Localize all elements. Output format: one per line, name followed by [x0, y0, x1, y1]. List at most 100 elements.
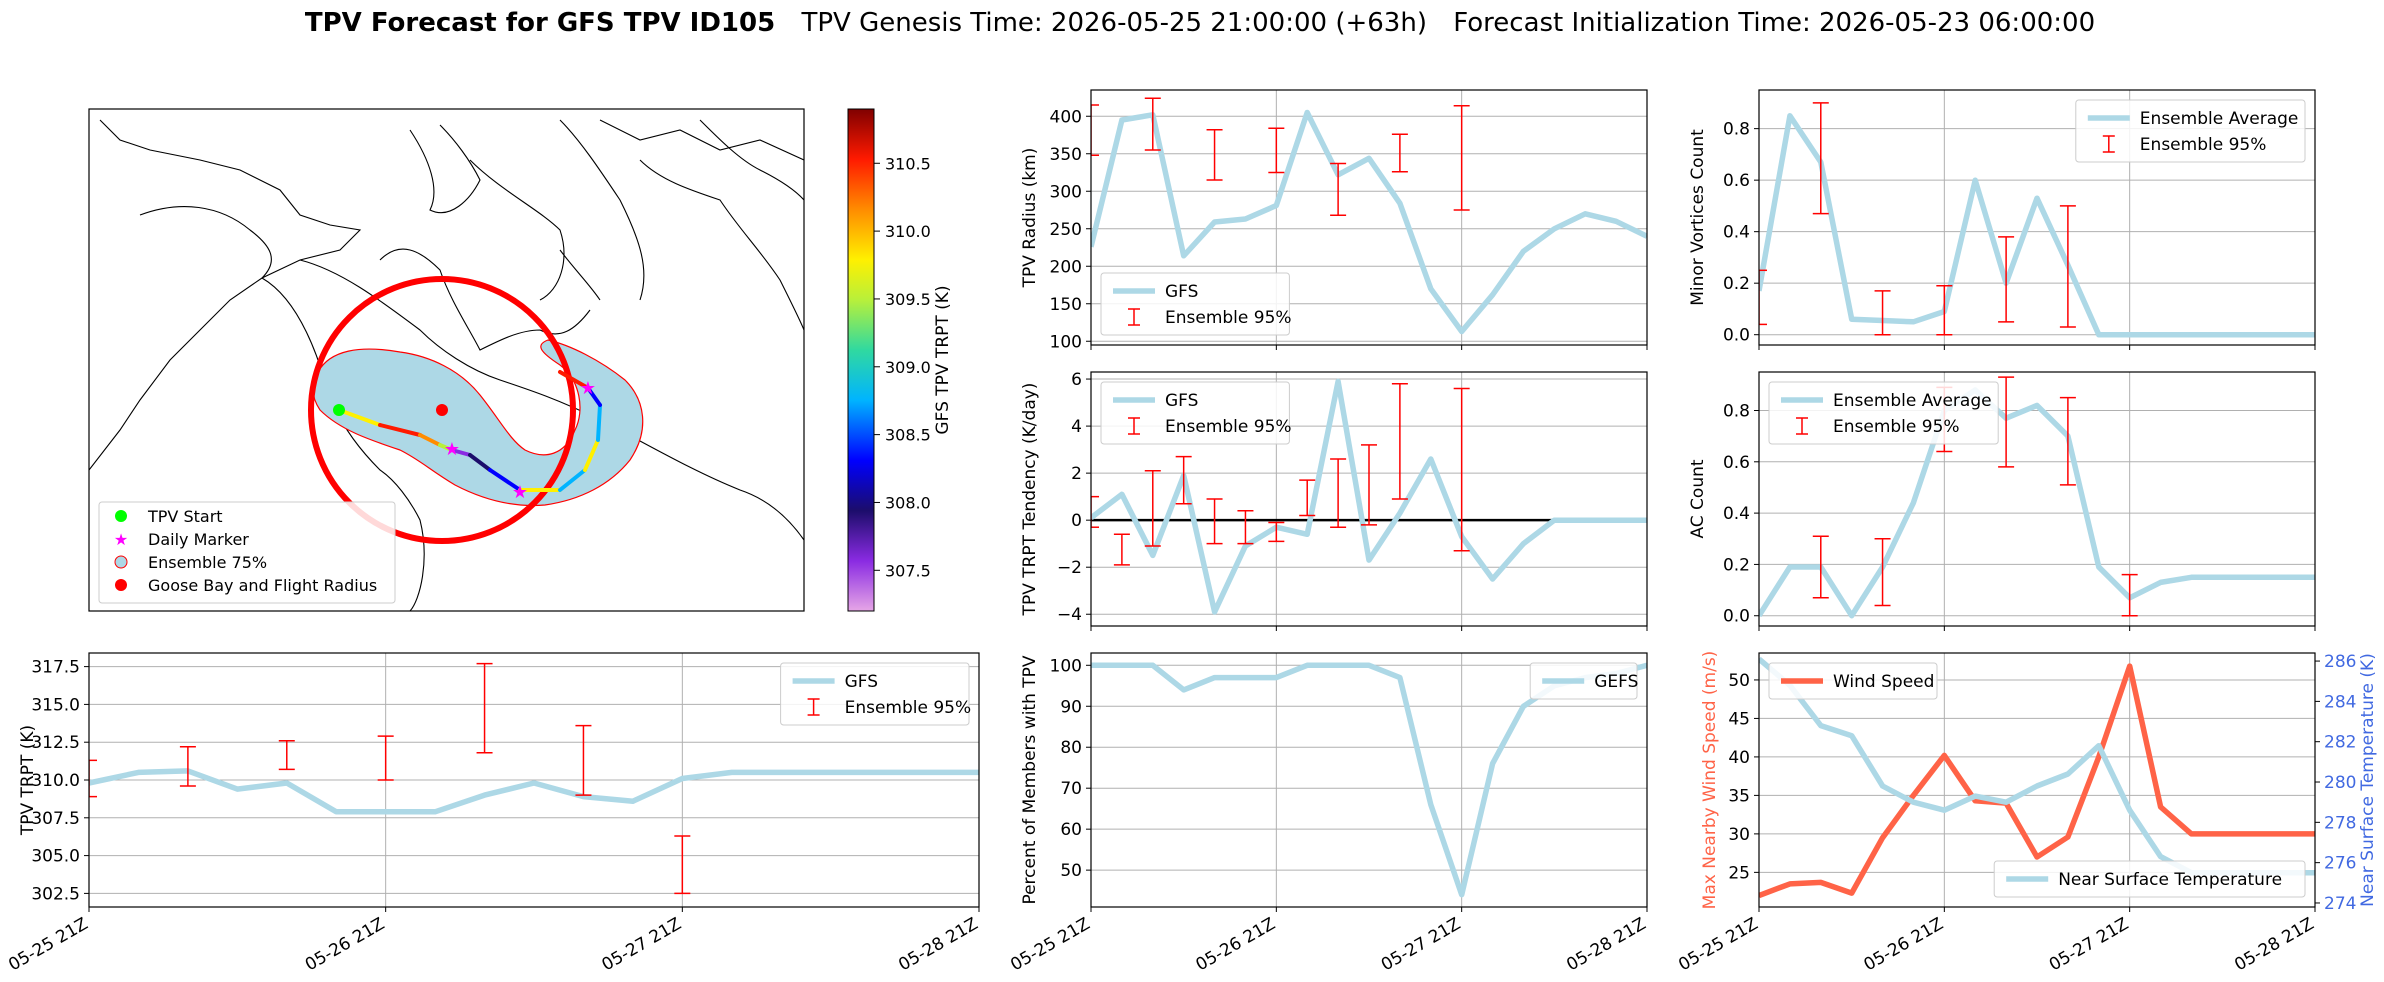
y-tick-label-right: 274	[2324, 894, 2356, 914]
y-tick-label: 80	[1060, 738, 1082, 758]
panel-frame	[1090, 652, 1648, 908]
legend-label: GFS	[845, 672, 878, 692]
y-tick-label: 0.2	[1723, 274, 1750, 294]
panel-tendency: −4 −2 0 2 4 6 TPV TRPT Tendency (K/day) GFS Ense…	[1020, 370, 1648, 631]
y-axis-label: TPV TRPT Tendency (K/day)	[1020, 383, 1040, 617]
title-genesis: TPV Genesis Time: 2026-05-25 21:00:00 (+…	[800, 8, 1427, 38]
legend: Ensemble Average Ensemble 95%	[2075, 99, 2306, 163]
series-line-ensemble-average	[1759, 113, 2315, 338]
legend: GEFS	[1529, 662, 1638, 700]
y-tick-label: 200	[1050, 257, 1082, 277]
x-tick-label: 05-28 21Z	[895, 914, 981, 975]
y-tick-label: 312.5	[31, 733, 80, 753]
legend-goose-icon	[115, 579, 127, 591]
legend-goose-bay: Goose Bay and Flight Radius	[148, 576, 377, 595]
y-axis-label-right: Near Surface Temperature (K)	[2358, 653, 2378, 907]
legend-label: Ensemble Average	[1833, 391, 1992, 411]
y-tick-label: 0.4	[1723, 223, 1750, 243]
y-tick-label: 0.2	[1723, 555, 1750, 575]
y-tick-label: 0.8	[1723, 401, 1750, 421]
legend-box	[1768, 662, 1938, 700]
y-tick-label: 0.0	[1723, 326, 1750, 346]
y-tick-label: 400	[1050, 107, 1082, 127]
legend-tpv-start-icon	[115, 510, 127, 522]
series-line-wind-speed	[1759, 663, 2315, 899]
y-tick-label: 100	[1050, 332, 1082, 352]
legend-label: Wind Speed	[1833, 672, 1934, 692]
y-tick-label: 0.6	[1723, 453, 1750, 473]
y-tick-label: 40	[1728, 748, 1750, 768]
legend-daily-icon: ★	[114, 530, 128, 549]
x-tick-label: 05-28 21Z	[2231, 914, 2317, 975]
colorbar	[847, 108, 875, 612]
panel-frame	[88, 652, 980, 908]
colorbar-tick-label: 310.5	[885, 154, 931, 173]
series-line-ensemble-average	[1759, 387, 2315, 619]
plot-area	[1091, 662, 1647, 898]
flight-radius-circle	[308, 276, 576, 544]
y-tick-label: 0	[1071, 511, 1082, 531]
y-tick-label-right: 286	[2324, 652, 2356, 672]
y-tick-label: −2	[1057, 558, 1082, 578]
series-line-gfs	[1091, 109, 1647, 335]
daily-marker: ★	[512, 482, 528, 503]
map-frame	[88, 108, 805, 612]
panel-trpt: 302.5 305.0 307.5 310.0 312.5 315.0 317.5 05-25…	[5, 652, 982, 975]
map-area: ★ ★ ★ TPV Start ★ Daily Marker Ensemble …	[89, 109, 804, 611]
legend-label: Ensemble 95%	[1165, 417, 1292, 437]
legend-label: GFS	[1165, 391, 1198, 411]
y-tick-label: 317.5	[31, 658, 80, 678]
legend-label: GEFS	[1594, 672, 1638, 692]
y-tick-label-right: 278	[2324, 813, 2356, 833]
y-tick-label: 4	[1071, 417, 1082, 437]
panel-radius: 100 150 200 250 300 350 400 TPV Radius (km) GFS E…	[1020, 89, 1648, 352]
plot-area	[1091, 378, 1647, 615]
legend-label: Ensemble 95%	[1833, 417, 1960, 437]
colorbar-tick-label: 309.5	[885, 290, 931, 309]
y-tick-label: 50	[1060, 861, 1082, 881]
legend-box	[1993, 860, 2306, 898]
legend: GFS Ensemble 95%	[1100, 272, 1292, 336]
daily-marker: ★	[444, 439, 460, 460]
panel-frame	[1758, 89, 2316, 346]
y-tick-label: 305.0	[31, 847, 80, 867]
daily-marker: ★	[580, 378, 596, 399]
legend-label: Ensemble 95%	[1165, 308, 1292, 328]
y-axis-label: Max Nearby Wind Speed (m/s)	[1700, 651, 1720, 910]
y-axis-label: Minor Vortices Count	[1688, 129, 1708, 306]
y-tick-label: 150	[1050, 295, 1082, 315]
series-line-gfs	[89, 768, 979, 815]
colorbar-tick-label: 310.0	[885, 222, 931, 241]
colorbar-tick-label: 309.0	[885, 358, 931, 377]
y-tick-label: 307.5	[31, 809, 80, 829]
legend: Wind Speed	[1768, 662, 1938, 700]
legend-daily-marker: Daily Marker	[148, 530, 249, 549]
legend: GFS Ensemble 95%	[1100, 381, 1292, 445]
goose-bay-marker	[436, 404, 448, 416]
x-tick-label: 05-26 21Z	[302, 914, 388, 975]
y-tick-label-right: 280	[2324, 773, 2356, 793]
legend-tpv-start: TPV Start	[147, 507, 223, 526]
plot-area	[1091, 97, 1647, 335]
colorbar-tick-label: 308.5	[885, 426, 931, 445]
legend-box	[1768, 381, 1999, 445]
y-tick-label: 45	[1728, 709, 1750, 729]
figure-title: TPV Forecast for GFS TPV ID105 TPV Genes…	[305, 8, 2095, 38]
y-tick-label: 0.8	[1723, 120, 1750, 140]
legend-label: Ensemble 95%	[2140, 135, 2267, 155]
legend-ensemble-75: Ensemble 75%	[148, 553, 267, 572]
y-tick-label: 350	[1050, 145, 1082, 165]
y-tick-label: 100	[1050, 656, 1082, 676]
y-axis-label: AC Count	[1688, 459, 1708, 538]
y-tick-label: 300	[1050, 182, 1082, 202]
panel-frame	[1758, 371, 2316, 627]
y-axis-label: TPV Radius (km)	[1020, 148, 1040, 289]
y-tick-label: 310.0	[31, 771, 80, 791]
y-axis-label: TPV TRPT (K)	[18, 725, 38, 836]
y-tick-label-right: 276	[2324, 854, 2356, 874]
legend-ensemble-icon	[114, 555, 128, 569]
colorbar-tick-label: 307.5	[885, 561, 931, 580]
